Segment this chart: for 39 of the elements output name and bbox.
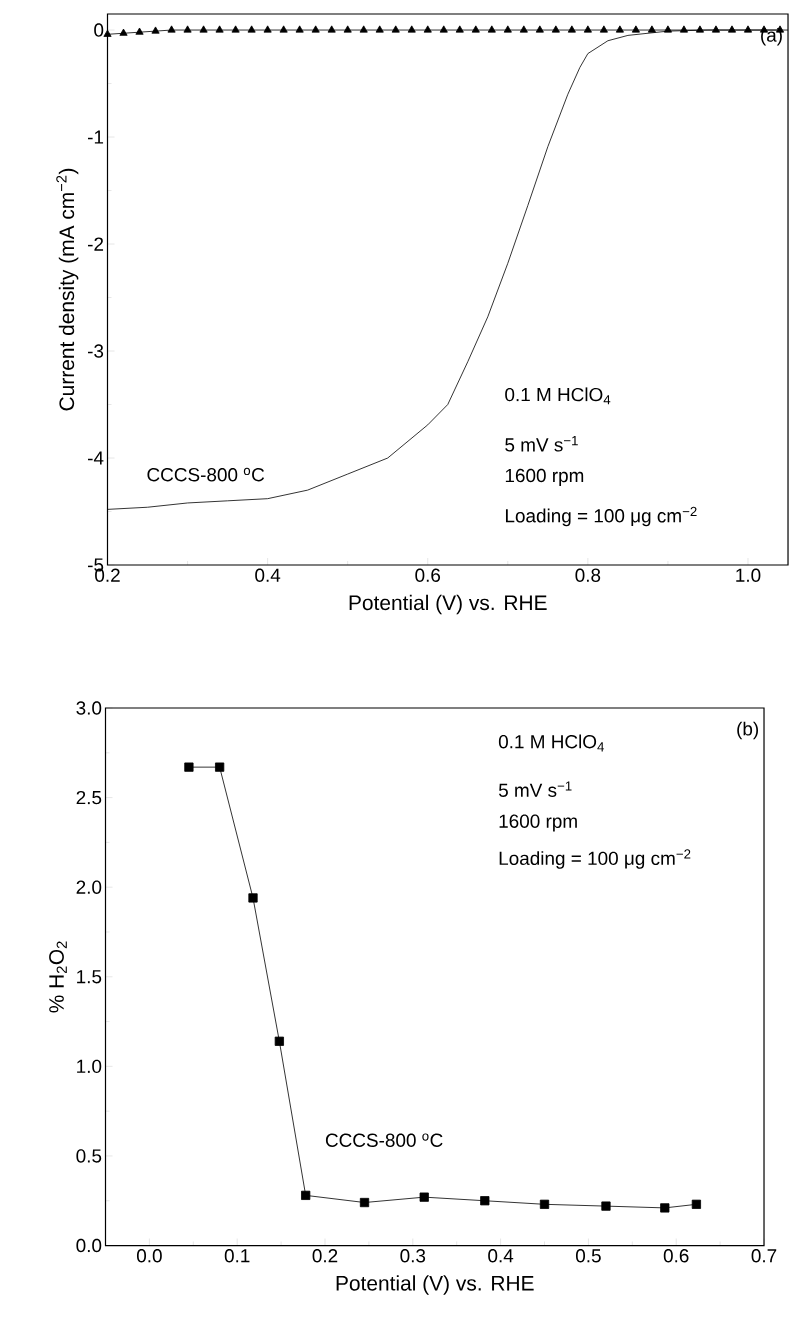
series-label: CCCS-800 $^{o}$C <box>147 467 265 482</box>
y-tick-label: -3 <box>87 344 104 358</box>
annotation: (b) <box>737 721 759 740</box>
annotation: Loading = 100 μg cm$^{−2}$ <box>505 506 697 527</box>
x-tick-label: 0.7 <box>751 1249 777 1263</box>
y-tick-label: -4 <box>87 451 104 465</box>
x-axis-title: Potential (V) vs. RHE <box>336 1275 534 1295</box>
x-tick-label: 1.0 <box>736 568 761 582</box>
x-tick-label: 0.0 <box>136 1249 162 1263</box>
x-tick-label: 0.8 <box>575 568 601 582</box>
annotation: 0.1 M HClO$_{4}$ <box>505 387 611 405</box>
annotation: Loading = 100 μg cm$^{−2}$ <box>499 849 691 869</box>
x-tick-label: 0.3 <box>400 1249 426 1263</box>
annotation: 1600 rpm <box>499 814 577 832</box>
x-tick-label: 0.2 <box>312 1249 338 1263</box>
y-tick-label: -2 <box>87 237 104 251</box>
x-tick-label: 0.6 <box>415 568 441 582</box>
y-tick-label: 2.5 <box>76 790 102 805</box>
x-tick-label: 0.1 <box>224 1249 250 1263</box>
y-tick-label: 2.0 <box>76 880 102 894</box>
y-tick-label: 0.5 <box>76 1149 102 1163</box>
y-axis-title: % H$_{2}$O$_{2}$ <box>49 941 67 1013</box>
y-tick-label: 0.0 <box>76 1238 102 1253</box>
x-tick-label: 0.6 <box>663 1249 689 1263</box>
annotation: 5 mV s$^{−1}$ <box>505 436 578 452</box>
y-tick-label: 0 <box>94 23 104 37</box>
x-axis-title: Potential (V) vs. RHE <box>349 594 547 615</box>
y-tick-label: 1.5 <box>77 970 102 984</box>
y-axis-title: Current density (mA cm$^{−2}$) <box>56 168 79 411</box>
y-tick-label: 3.0 <box>76 701 102 715</box>
annotation: 1600 rpm <box>505 468 584 486</box>
y-tick-label: 1.0 <box>77 1059 102 1074</box>
series-label: CCCS-800 $^{o}$C <box>325 1133 443 1147</box>
x-tick-label: 0.4 <box>255 568 281 582</box>
annotation: 0.1 M HClO$_{4}$ <box>498 734 605 752</box>
x-tick-label: 0.4 <box>488 1249 514 1263</box>
y-tick-label: -1 <box>87 130 104 144</box>
annotation: 5 mV s$^{−1}$ <box>498 781 572 797</box>
x-tick-label: 0.5 <box>575 1249 601 1263</box>
